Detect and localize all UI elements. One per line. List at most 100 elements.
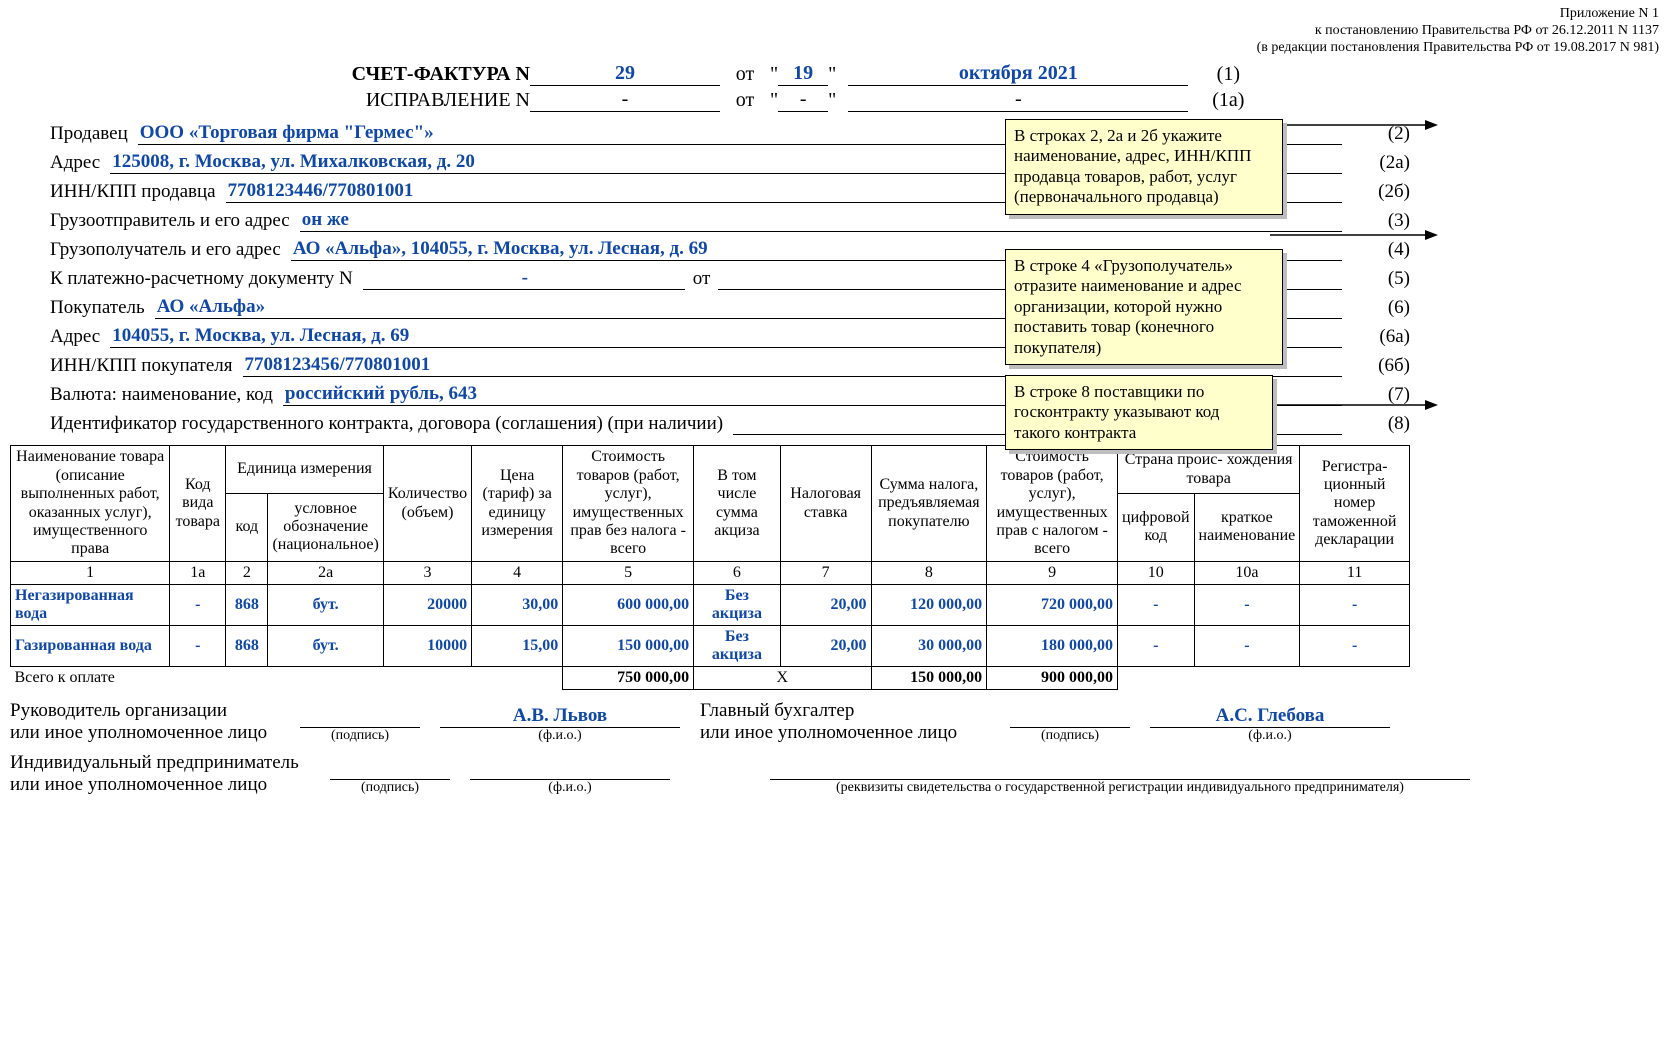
cell-c3: 20000 <box>383 585 471 626</box>
correction-date: - <box>848 88 1188 112</box>
signature-block: Руководитель организации или иное уполно… <box>10 700 1659 796</box>
ip-label-2: или иное уполномоченное лицо <box>10 774 320 796</box>
header-meta: Приложение N 1 к постановлению Правитель… <box>10 6 1659 56</box>
th-c1a: Код вида товара <box>170 446 226 561</box>
totals-c8: 150 000,00 <box>871 667 987 690</box>
from-label-2: от <box>720 89 770 112</box>
th-c4: Цена (тариф) за единицу измерения <box>472 446 563 561</box>
gov-contract-num: (8) <box>1342 413 1410 435</box>
invoice-label: СЧЕТ-ФАКТУРА N <box>270 63 530 86</box>
currency-num: (7) <box>1342 384 1410 406</box>
consignee-label: Грузополучатель и его адрес <box>50 239 291 261</box>
buyer-address-num: (6а) <box>1342 326 1410 348</box>
buyer-num: (6) <box>1342 297 1410 319</box>
from-label-1: от <box>720 63 770 86</box>
paydoc-value: - <box>363 267 685 290</box>
meta-decree-2: (в редакции постановления Правительства … <box>10 40 1659 57</box>
correction-label: ИСПРАВЛЕНИЕ N <box>270 89 530 112</box>
num-c3: 3 <box>383 561 471 584</box>
acc-label-1: Главный бухгалтер <box>700 700 1000 722</box>
currency-label: Валюта: наименование, код <box>50 384 283 406</box>
ip-label-1: Индивидуальный предприниматель <box>10 752 320 774</box>
quote-r-2: " <box>828 89 836 112</box>
num-c2a: 2а <box>268 561 383 584</box>
buyer-label: Покупатель <box>50 297 155 319</box>
cell-c4: 15,00 <box>472 626 563 667</box>
cell-c2: 868 <box>226 585 268 626</box>
num-c10: 10 <box>1118 561 1195 584</box>
num-c8: 8 <box>871 561 987 584</box>
invoice-table: Наименование товара (описание выполненны… <box>10 445 1410 690</box>
quote-l-1: " <box>770 63 778 86</box>
inn-buyer-label: ИНН/КПП покупателя <box>50 355 243 377</box>
num-c5: 5 <box>563 561 694 584</box>
quote-r-1: " <box>828 63 836 86</box>
th-c9: Стоимость товаров (работ, услуг), имущес… <box>987 446 1118 561</box>
th-c10: цифровой код <box>1118 493 1195 561</box>
cell-c6: Без акциза <box>694 585 781 626</box>
th-c8: Сумма налога, предъявляемая покупателю <box>871 446 987 561</box>
th-c11: Регистра- ционный номер таможенной декла… <box>1300 446 1410 561</box>
callout-1: В строках 2, 2а и 2б укажите наименовани… <box>1005 119 1283 215</box>
acc-fio: А.С. Глебова <box>1150 705 1390 728</box>
cell-c10: - <box>1118 585 1195 626</box>
acc-fio-sub: (ф.и.о.) <box>1150 728 1390 744</box>
quote-l-2: " <box>770 89 778 112</box>
cell-c2: 868 <box>226 626 268 667</box>
num-c10a: 10а <box>1194 561 1300 584</box>
seller-num: (2) <box>1342 123 1410 145</box>
th-c2: код <box>226 493 268 561</box>
cell-c7: 20,00 <box>780 626 871 667</box>
num-c2: 2 <box>226 561 268 584</box>
acc-label-2: или иное уполномоченное лицо <box>700 722 1000 744</box>
cell-c8: 120 000,00 <box>871 585 987 626</box>
table-row: Газированная вода - 868 бут. 10000 15,00… <box>11 626 1410 667</box>
cell-c3: 10000 <box>383 626 471 667</box>
cell-c9: 720 000,00 <box>987 585 1118 626</box>
invoice-date: октября 2021 <box>848 62 1188 86</box>
meta-decree-1: к постановлению Правительства РФ от 26.1… <box>10 23 1659 40</box>
table-row: Негазированная вода - 868 бут. 20000 30,… <box>11 585 1410 626</box>
line-no-1a: (1а) <box>1188 89 1268 112</box>
paydoc-num: (5) <box>1342 268 1410 290</box>
th-c7: Налоговая ставка <box>780 446 871 561</box>
num-c1a: 1а <box>170 561 226 584</box>
num-c7: 7 <box>780 561 871 584</box>
totals-c6-7: Х <box>694 667 871 690</box>
mgr-fio-sub: (ф.и.о.) <box>440 728 680 744</box>
invoice-day: 19 <box>778 62 828 86</box>
correction-no: - <box>530 88 720 112</box>
paydoc-mid: от <box>685 268 719 290</box>
th-unit-top: Единица измерения <box>226 446 384 493</box>
meta-appendix: Приложение N 1 <box>10 6 1659 23</box>
address-label: Адрес <box>50 152 110 174</box>
invoice-no: 29 <box>530 62 720 86</box>
cell-c5: 150 000,00 <box>563 626 694 667</box>
cell-c10a: - <box>1194 585 1300 626</box>
title-row-correction: ИСПРАВЛЕНИЕ N - от " - " - (1а) <box>270 88 1659 112</box>
num-c4: 4 <box>472 561 563 584</box>
cell-c7: 20,00 <box>780 585 871 626</box>
inn-seller-label: ИНН/КПП продавца <box>50 181 226 203</box>
cell-c1a: - <box>170 585 226 626</box>
cell-c9: 180 000,00 <box>987 626 1118 667</box>
num-c6: 6 <box>694 561 781 584</box>
cell-c2a: бут. <box>268 585 383 626</box>
cell-c6: Без акциза <box>694 626 781 667</box>
totals-c9: 900 000,00 <box>987 667 1118 690</box>
inn-seller-num: (2б) <box>1342 181 1410 203</box>
address-num: (2а) <box>1342 152 1410 174</box>
seller-label: Продавец <box>50 123 138 145</box>
shipper-label: Грузоотправитель и его адрес <box>50 210 300 232</box>
form-lines: Продавец ООО «Торговая фирма "Гермес"» (… <box>50 122 1659 435</box>
totals-c5: 750 000,00 <box>563 667 694 690</box>
cell-c1a: - <box>170 626 226 667</box>
cell-c11: - <box>1300 585 1410 626</box>
shipper-num: (3) <box>1342 210 1410 232</box>
gov-contract-label: Идентификатор государственного контракта… <box>50 413 733 435</box>
totals-label: Всего к оплате <box>11 667 563 690</box>
ip-note: (реквизиты свидетельства о государственн… <box>770 780 1470 796</box>
cell-c5: 600 000,00 <box>563 585 694 626</box>
acc-sign-sub: (подпись) <box>1010 728 1130 744</box>
mgr-fio: А.В. Львов <box>440 705 680 728</box>
